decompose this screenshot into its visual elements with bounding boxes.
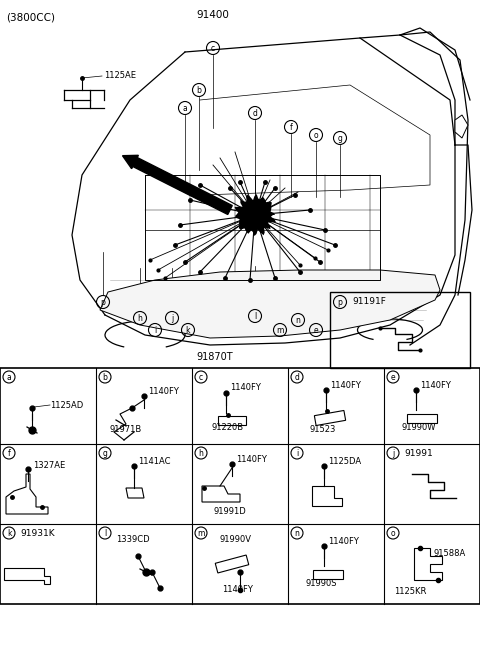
Text: 1140FY: 1140FY <box>328 536 359 546</box>
Text: b: b <box>197 86 202 95</box>
Text: n: n <box>296 316 300 325</box>
Text: k: k <box>186 326 190 335</box>
Text: m: m <box>197 529 204 538</box>
Text: l: l <box>254 312 256 321</box>
Text: o: o <box>314 131 318 140</box>
Text: 91990S: 91990S <box>306 580 337 588</box>
Text: h: h <box>138 314 143 323</box>
Text: k: k <box>7 529 11 538</box>
Bar <box>0 368 480 604</box>
Text: b: b <box>103 373 108 382</box>
Text: 91991D: 91991D <box>214 508 247 517</box>
Text: m: m <box>276 326 284 335</box>
Text: (3800CC): (3800CC) <box>6 12 55 22</box>
Bar <box>330 292 470 368</box>
Polygon shape <box>235 194 276 236</box>
Text: h: h <box>199 449 204 458</box>
Text: g: g <box>103 449 108 458</box>
Text: n: n <box>295 529 300 538</box>
Text: d: d <box>295 373 300 382</box>
Text: 1140FY: 1140FY <box>230 383 261 392</box>
Text: p: p <box>337 298 342 307</box>
Text: 91191F: 91191F <box>352 297 386 307</box>
Text: e: e <box>314 326 318 335</box>
Text: 91990V: 91990V <box>220 534 252 544</box>
Text: j: j <box>171 314 173 323</box>
Text: 91588A: 91588A <box>434 550 466 559</box>
Text: 1140FY: 1140FY <box>420 381 451 390</box>
FancyArrow shape <box>122 155 232 214</box>
Text: 1339CD: 1339CD <box>116 534 150 544</box>
Text: 1125DA: 1125DA <box>328 457 361 466</box>
Text: o: o <box>391 529 396 538</box>
Text: 1327AE: 1327AE <box>33 460 65 470</box>
Text: 91523: 91523 <box>310 426 336 434</box>
Text: i: i <box>296 449 298 458</box>
Text: e: e <box>391 373 396 382</box>
Text: 1140FY: 1140FY <box>236 455 267 464</box>
Text: 91931K: 91931K <box>20 529 55 538</box>
Text: 1141AC: 1141AC <box>138 457 170 466</box>
Text: p: p <box>101 298 106 307</box>
Text: 91220B: 91220B <box>212 424 244 432</box>
Text: 91990W: 91990W <box>402 424 436 432</box>
Polygon shape <box>100 270 440 338</box>
Text: 1140FY: 1140FY <box>148 386 179 396</box>
Text: a: a <box>7 373 12 382</box>
Text: 1140FY: 1140FY <box>330 381 361 390</box>
Text: 91400: 91400 <box>197 10 229 20</box>
Text: g: g <box>337 134 342 143</box>
Text: 1125AE: 1125AE <box>104 71 136 81</box>
Text: 1125AD: 1125AD <box>50 400 83 409</box>
Text: c: c <box>199 373 203 382</box>
Text: f: f <box>8 449 11 458</box>
Text: l: l <box>104 529 106 538</box>
Text: c: c <box>211 44 215 53</box>
Text: a: a <box>182 104 187 113</box>
Text: 91991: 91991 <box>404 449 433 458</box>
Polygon shape <box>455 115 468 138</box>
Text: 1125KR: 1125KR <box>394 588 426 597</box>
Text: 91971B: 91971B <box>110 426 142 434</box>
Text: 1140FY: 1140FY <box>222 584 253 593</box>
Text: i: i <box>154 326 156 335</box>
Text: j: j <box>392 449 394 458</box>
Text: f: f <box>289 123 292 132</box>
Text: d: d <box>252 109 257 118</box>
Text: 91870T: 91870T <box>197 352 233 362</box>
